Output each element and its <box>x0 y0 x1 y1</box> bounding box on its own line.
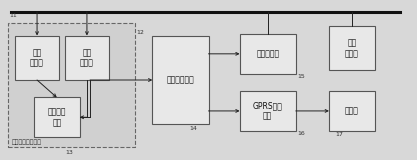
Text: 配电
变压器: 配电 变压器 <box>345 39 359 58</box>
Text: 13: 13 <box>65 150 73 156</box>
Text: 电能质量采集单元: 电能质量采集单元 <box>12 139 42 145</box>
Text: 14: 14 <box>190 126 198 131</box>
FancyBboxPatch shape <box>329 91 375 131</box>
Text: 12: 12 <box>137 30 144 35</box>
FancyBboxPatch shape <box>8 23 135 147</box>
FancyBboxPatch shape <box>15 36 59 80</box>
Text: 上位机: 上位机 <box>345 106 359 115</box>
Text: 电容调节柜: 电容调节柜 <box>256 49 279 58</box>
Text: 前端处理
电路: 前端处理 电路 <box>48 108 66 127</box>
Text: 电压
互感器: 电压 互感器 <box>30 48 44 68</box>
FancyBboxPatch shape <box>329 26 375 71</box>
FancyBboxPatch shape <box>240 91 296 131</box>
FancyBboxPatch shape <box>34 97 80 137</box>
Text: 11: 11 <box>9 13 17 18</box>
Text: GPRS通讯
模块: GPRS通讯 模块 <box>253 101 283 121</box>
FancyBboxPatch shape <box>65 36 109 80</box>
FancyBboxPatch shape <box>152 36 208 124</box>
Text: 17: 17 <box>335 132 343 137</box>
Text: 电流
互感器: 电流 互感器 <box>80 48 94 68</box>
Text: 中央处理单元: 中央处理单元 <box>166 76 194 84</box>
Text: 16: 16 <box>297 131 305 136</box>
Text: 15: 15 <box>297 74 305 79</box>
FancyBboxPatch shape <box>240 34 296 74</box>
